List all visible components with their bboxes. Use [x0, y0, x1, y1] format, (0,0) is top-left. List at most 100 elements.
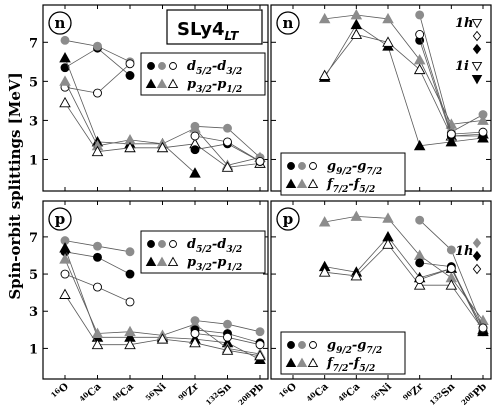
data-point — [93, 88, 102, 98]
data-point — [125, 297, 135, 307]
panel-tag-ring — [48, 11, 72, 35]
x-tick-label: 48Ca — [336, 380, 363, 407]
side-legend-marker — [472, 237, 482, 249]
y-tick-label: 5 — [29, 268, 38, 283]
data-point — [350, 210, 363, 221]
data-point — [415, 10, 425, 20]
legend-marker — [145, 78, 157, 89]
legend-marker — [307, 357, 319, 368]
side-legend-marker — [471, 18, 483, 29]
data-point — [255, 156, 265, 166]
legend-marker — [309, 162, 317, 170]
side-legend: 1h — [455, 237, 482, 275]
legend-label: g9/2-g7/2 — [327, 159, 382, 177]
data-point — [382, 12, 394, 24]
y-tick-label: 5 — [29, 75, 38, 90]
x-tick-label: 56Ni — [369, 380, 394, 405]
data-point — [221, 161, 234, 172]
legend-marker — [285, 357, 297, 368]
data-point — [221, 344, 234, 355]
series-circle-white — [415, 30, 488, 139]
data-point — [415, 258, 425, 268]
data-point — [60, 269, 70, 279]
figure-title: SLy4LT — [166, 9, 263, 45]
side-legend-label: 1h — [455, 244, 474, 259]
legend-label: d5/2-d3/2 — [187, 59, 242, 77]
side-legend-marker — [472, 250, 482, 262]
data-point — [446, 264, 456, 273]
panel-frame — [42, 4, 269, 192]
series-triangle-white — [59, 288, 266, 361]
y-tick-label: 7 — [29, 36, 38, 51]
series-circle-gray — [190, 121, 265, 162]
panel-frame — [270, 200, 492, 380]
data-point — [382, 36, 394, 47]
data-point — [415, 215, 425, 225]
legend-label: p3/2-p1/2 — [187, 77, 242, 95]
data-point — [60, 35, 70, 45]
data-point — [446, 129, 456, 139]
legend-marker — [169, 240, 177, 248]
panel-tag: n — [283, 14, 294, 32]
data-point — [350, 269, 363, 281]
x-tick-label: 132Sn — [428, 379, 458, 409]
data-point — [59, 51, 71, 63]
panel-tag-ring — [48, 207, 72, 231]
side-legend-marker — [472, 43, 482, 55]
data-point — [413, 139, 426, 151]
data-point — [478, 323, 488, 333]
x-tick-label: 132Sn — [204, 379, 234, 409]
data-point — [415, 275, 425, 285]
data-point — [125, 269, 135, 279]
data-point — [413, 63, 426, 75]
data-point — [413, 53, 426, 65]
y-tick-label: 3 — [29, 305, 38, 320]
legend-marker — [147, 62, 155, 70]
data-point — [255, 340, 265, 350]
data-point — [125, 247, 135, 257]
x-tick-label: 208Pb — [236, 380, 266, 410]
data-point — [478, 110, 488, 120]
series-circle-gray — [190, 316, 265, 337]
data-point — [318, 266, 331, 277]
legend-marker — [287, 162, 295, 170]
legend-label: f7/2-f5/2 — [326, 356, 375, 374]
panel-tag-ring — [276, 207, 300, 231]
series-triangle-white — [318, 28, 489, 141]
data-point — [318, 69, 331, 80]
legend: d5/2-d3/2p3/2-p1/2 — [140, 230, 266, 274]
series-triangle-white — [59, 96, 266, 172]
legend-marker — [298, 162, 306, 170]
x-tick-label: 208Pb — [459, 380, 489, 410]
legend-marker — [169, 62, 177, 70]
data-point — [223, 137, 232, 147]
legend-marker — [156, 78, 168, 89]
data-point — [59, 253, 71, 264]
side-legend-marker — [471, 61, 483, 72]
data-point — [190, 329, 200, 338]
y-tick-label: 1 — [29, 342, 38, 357]
side-legend-label: 1h — [455, 16, 474, 31]
data-point — [93, 241, 102, 251]
series-line — [419, 14, 484, 133]
legend-marker — [147, 240, 155, 248]
data-point — [255, 327, 265, 337]
side-legend-marker — [472, 30, 482, 42]
data-point — [91, 327, 104, 338]
legend-marker — [287, 341, 295, 349]
data-point — [318, 12, 331, 24]
data-point — [59, 75, 71, 86]
data-point — [350, 28, 363, 39]
data-point — [93, 282, 102, 292]
y-tick-label: 3 — [29, 114, 38, 129]
x-tick-label: 16O — [49, 380, 71, 402]
data-point — [382, 238, 394, 249]
data-point — [156, 141, 169, 153]
data-point — [446, 245, 456, 255]
data-point — [350, 9, 363, 20]
legend-marker — [296, 357, 308, 368]
data-point — [59, 288, 71, 299]
series-line — [324, 215, 484, 321]
